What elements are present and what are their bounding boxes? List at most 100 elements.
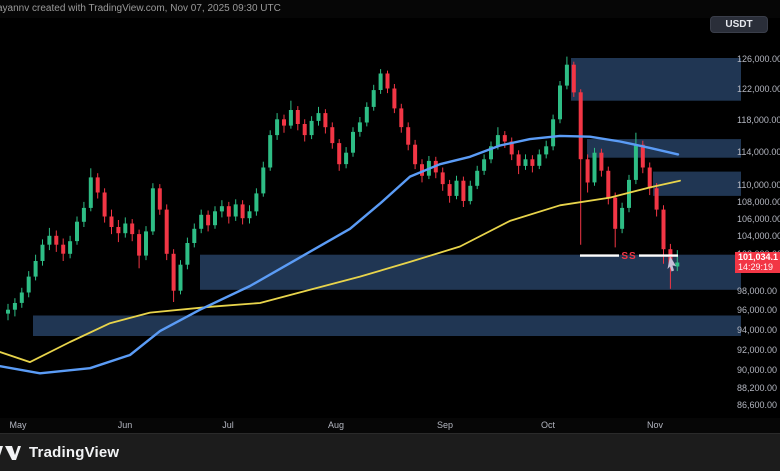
candle-body: [530, 159, 535, 166]
supply-demand-zone[interactable]: [33, 315, 741, 337]
candle-body: [116, 227, 121, 234]
price-tick-label: 118,000.00: [737, 114, 780, 125]
candle-body: [502, 135, 507, 142]
mouse-cursor-icon: [667, 256, 676, 272]
candle-body: [282, 119, 286, 126]
supply-demand-zone[interactable]: [200, 254, 741, 290]
candle-body: [192, 228, 197, 243]
currency-toggle-button[interactable]: USDT: [710, 16, 768, 33]
price-tick-label: 88,200.00: [737, 383, 778, 394]
month-tick-label: Sep: [436, 420, 454, 430]
candle-body: [578, 92, 583, 160]
candle-body: [385, 73, 390, 89]
candle-body: [150, 188, 155, 232]
candle-body: [378, 73, 383, 90]
supply-demand-zone[interactable]: [571, 58, 741, 101]
candle-body: [371, 90, 376, 107]
price-tick-label: 96,000.00: [737, 305, 778, 316]
candle-body: [240, 204, 245, 219]
candle-body: [261, 167, 266, 194]
candle-body: [523, 159, 528, 166]
candle-body: [309, 120, 314, 136]
candle-body: [123, 223, 128, 234]
candle-body: [206, 214, 211, 226]
candle-body: [302, 124, 307, 136]
top-attribution-bar: ayannv created with TradingView.com, Nov…: [0, 0, 780, 18]
candle-body: [461, 180, 466, 201]
candle-body: [482, 159, 487, 171]
ma-blue-line[interactable]: [0, 134, 680, 375]
candle-body: [213, 211, 217, 226]
candle-body: [323, 113, 328, 128]
candle-body: [68, 241, 73, 254]
candle-body: [233, 204, 238, 217]
last-price-label: 101,034.1 14:29:19: [735, 252, 780, 273]
candle-body: [61, 244, 66, 254]
ma-yellow-line[interactable]: [0, 179, 681, 363]
candle-body: [564, 64, 569, 86]
supply-demand-zone[interactable]: [587, 139, 741, 158]
price-axis[interactable]: 126,000.00 122,000.00 118,000.00 114,000.00…: [734, 18, 780, 418]
attribution-text: ayannv created with TradingView.com, Nov…: [0, 3, 281, 14]
candle-body: [337, 143, 342, 165]
price-tick-label: 122,000.00: [737, 84, 780, 94]
candle-body: [88, 177, 93, 208]
candle-body: [47, 235, 52, 245]
tradingview-brand-text: TradingView: [29, 444, 120, 461]
candle-body: [392, 88, 397, 109]
price-tick-label: 92,000.00: [737, 344, 778, 355]
candle-body: [137, 234, 142, 256]
time-axis[interactable]: May Jun Jul Aug Sep Oct Nov: [0, 418, 780, 433]
candle-body: [288, 110, 293, 126]
price-tick-label: 106,000.00: [737, 213, 780, 224]
price-tick-label: 98,000.00: [737, 286, 778, 297]
candle-body: [620, 207, 625, 229]
candle-body: [157, 188, 162, 210]
candle-body: [537, 154, 542, 166]
candle-body: [6, 309, 10, 314]
candle-body: [164, 209, 169, 254]
candle-body: [627, 179, 631, 208]
candle-body: [171, 253, 176, 291]
month-tick-label: Nov: [646, 420, 664, 430]
month-tick-label: Oct: [540, 420, 556, 430]
month-tick-label: Jul: [222, 420, 234, 430]
tradingview-logo[interactable]: TradingView: [0, 444, 119, 461]
candle-body: [81, 207, 86, 222]
candle-body: [109, 216, 114, 227]
candle-body: [640, 144, 645, 168]
candle-body: [413, 144, 418, 165]
candle-body: [599, 152, 604, 171]
candle-body: [661, 209, 666, 250]
candle-body: [475, 170, 480, 186]
candle-body: [219, 206, 224, 212]
candle-body: [351, 131, 355, 153]
candle-body: [247, 211, 252, 219]
candle-body: [654, 188, 659, 210]
candle-body: [509, 141, 514, 155]
candle-body: [330, 127, 335, 144]
candle-body: [199, 214, 204, 229]
price-tick-label: 86,600.00: [737, 400, 778, 411]
candle-body: [613, 197, 618, 229]
candle-body: [19, 292, 24, 303]
candle-body: [102, 192, 107, 217]
tradingview-logo-icon: [0, 445, 21, 460]
candle-body: [226, 206, 231, 217]
candle-body: [275, 119, 280, 136]
candle-body: [571, 64, 576, 93]
candle-body: [440, 172, 445, 185]
price-tick-label: 110,000.00: [737, 179, 780, 190]
candle-body: [633, 144, 638, 180]
price-tick-label: 126,000.00: [737, 54, 780, 65]
candle-body: [516, 154, 521, 166]
candle-body: [185, 243, 190, 265]
candle-body: [399, 108, 404, 128]
candle-body: [54, 235, 59, 245]
candle-body: [647, 167, 652, 189]
price-tick-label: 94,000.00: [737, 324, 778, 335]
candle-body: [551, 119, 556, 147]
candle-body: [75, 221, 79, 242]
